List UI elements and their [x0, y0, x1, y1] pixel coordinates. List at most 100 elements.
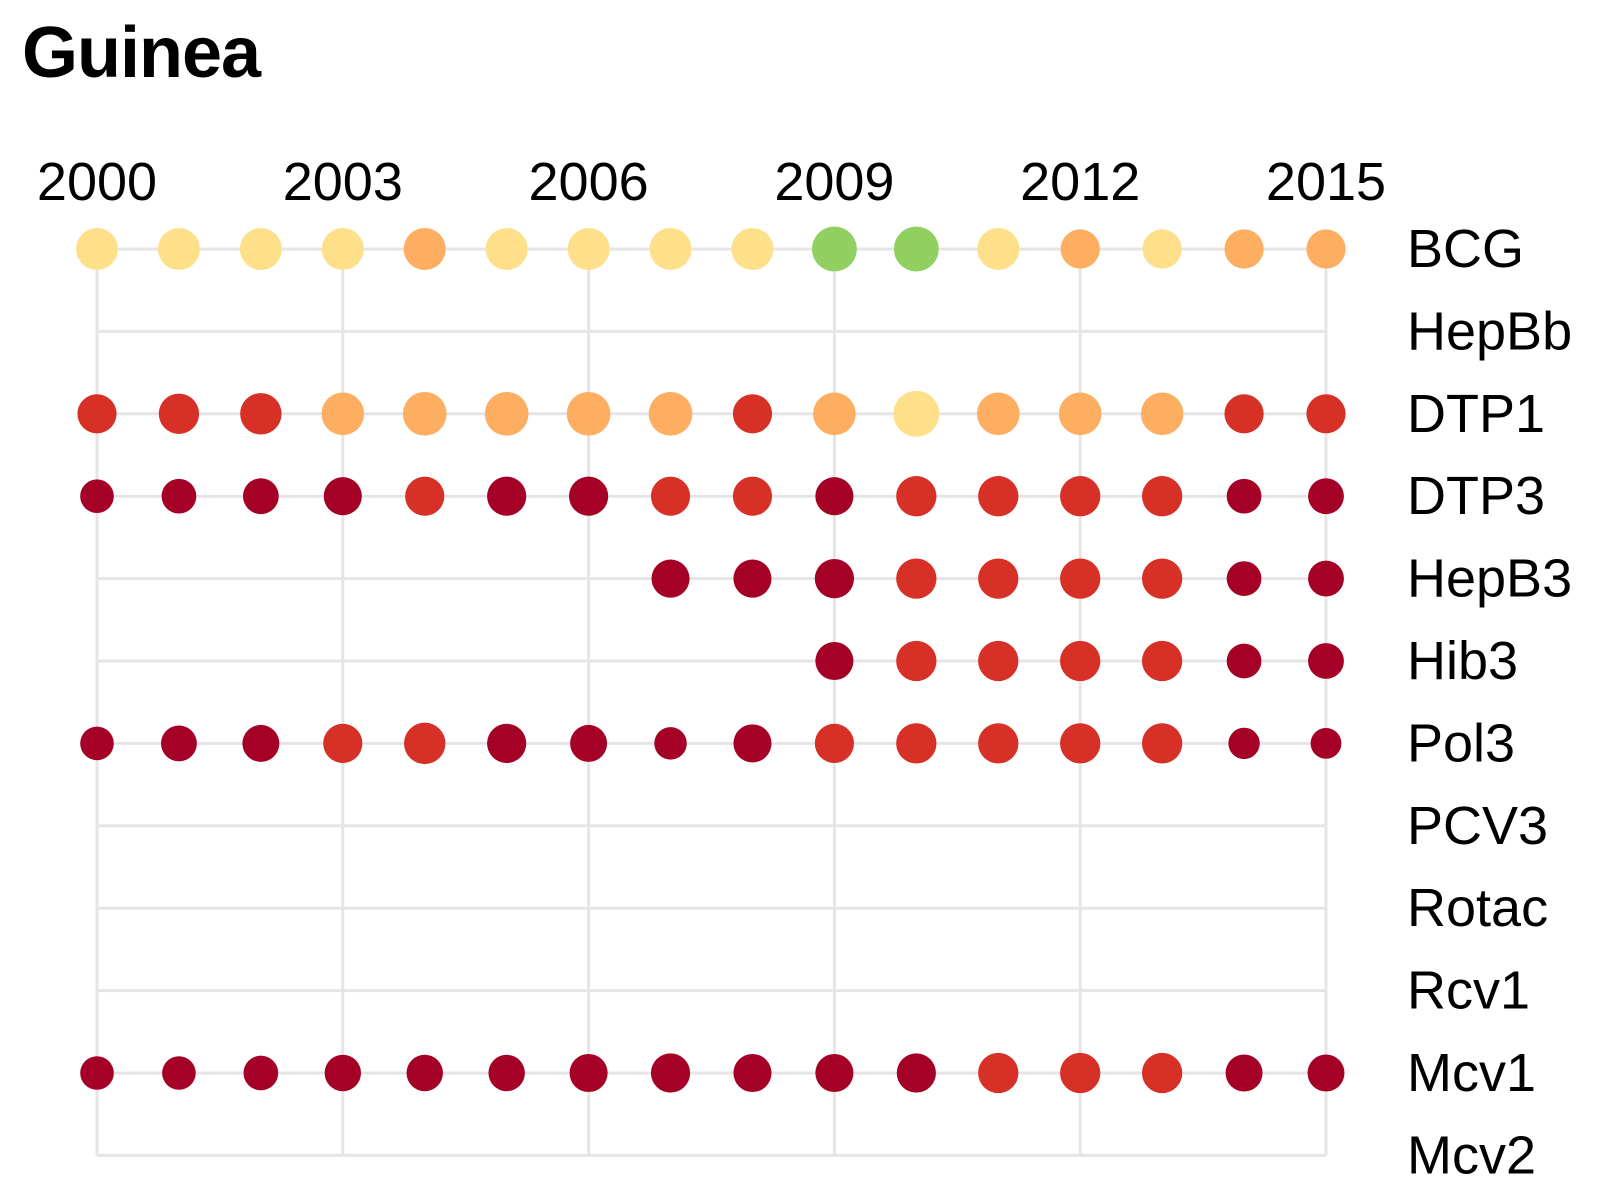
data-point-dtp3-2013: [1141, 476, 1183, 517]
data-point-bcg-2012: [1060, 229, 1100, 269]
data-point-dtp1-2010: [893, 390, 940, 437]
data-point-hib3-2015: [1308, 643, 1344, 679]
data-point-mcv1-2013: [1141, 1052, 1183, 1094]
data-point-dtp1-2011: [976, 392, 1020, 436]
data-point-dtp3-2001: [161, 478, 197, 514]
row-label-pcv3: PCV3: [1407, 796, 1548, 856]
data-point-mcv1-2004: [406, 1054, 443, 1092]
data-point-pol3-2004: [404, 722, 446, 765]
data-point-mcv1-2002: [243, 1055, 279, 1091]
data-point-hepb3-2012: [1060, 558, 1101, 599]
data-point-dtp3-2007: [650, 476, 691, 516]
data-point-mcv1-2005: [488, 1054, 525, 1092]
data-point-hib3-2010: [896, 640, 937, 682]
data-point-mcv1-2015: [1307, 1054, 1345, 1092]
data-point-pol3-2010: [896, 723, 937, 764]
data-point-pol3-2013: [1141, 723, 1183, 764]
data-point-dtp3-2005: [487, 476, 527, 516]
data-point-mcv1-2003: [324, 1054, 361, 1092]
data-point-hepb3-2013: [1141, 558, 1183, 599]
data-point-bcg-2013: [1142, 229, 1182, 269]
data-point-dtp1-2001: [158, 393, 200, 434]
data-point-bcg-2007: [649, 228, 692, 270]
data-point-dtp3-2009: [815, 477, 854, 516]
data-point-dtp1-2013: [1140, 392, 1184, 436]
data-point-bcg-2006: [567, 228, 610, 270]
data-point-dtp3-2008: [732, 476, 773, 516]
data-point-pol3-2014: [1228, 727, 1260, 760]
data-point-hepb3-2008: [733, 559, 772, 598]
data-point-bcg-2011: [977, 228, 1020, 270]
data-point-bcg-2003: [321, 228, 364, 270]
data-point-pol3-2011: [978, 723, 1019, 764]
data-point-pol3-2012: [1060, 723, 1101, 764]
data-point-dtp3-2003: [323, 477, 362, 516]
row-label-dtp3: DTP3: [1407, 466, 1545, 526]
data-point-pol3-2015: [1310, 728, 1342, 759]
data-point-hepb3-2010: [896, 558, 937, 599]
data-point-hepb3-2011: [978, 558, 1019, 599]
row-label-rcv1: Rcv1: [1407, 961, 1530, 1021]
data-point-dtp1-2012: [1058, 392, 1102, 436]
x-tick-label-2015: 2015: [1266, 152, 1386, 212]
data-point-mcv1-2001: [162, 1056, 196, 1090]
x-tick-label-2009: 2009: [774, 152, 894, 212]
data-point-bcg-2001: [157, 228, 200, 270]
data-point-dtp1-2000: [77, 394, 117, 434]
data-point-pol3-2009: [814, 723, 855, 764]
row-label-rotac: Rotac: [1407, 878, 1548, 938]
data-point-hepb3-2007: [651, 559, 690, 598]
data-point-hib3-2014: [1226, 643, 1262, 679]
data-point-bcg-2005: [485, 228, 528, 270]
row-label-mcv1: Mcv1: [1407, 1043, 1536, 1103]
row-label-hepb3: HepB3: [1407, 549, 1572, 609]
data-point-pol3-2006: [570, 724, 608, 762]
grid-lines: [95, 247, 1328, 1157]
y-axis-row-labels: BCG HepBb DTP1 DTP3 HepB3 Hib3 Pol3 PCV3 Rotac Rc…: [1407, 219, 1572, 1185]
x-tick-label-2006: 2006: [529, 152, 649, 212]
data-point-dtp3-2011: [978, 476, 1019, 517]
data-point-dtp1-2008: [732, 394, 773, 434]
data-point-dtp1-2014: [1224, 394, 1264, 434]
data-point-dtp1-2009: [813, 392, 856, 436]
data-point-bcg-2009: [812, 226, 857, 272]
row-label-bcg: BCG: [1407, 219, 1524, 279]
data-point-dtp3-2015: [1308, 478, 1344, 515]
data-point-dtp1-2003: [321, 392, 365, 436]
data-point-bcg-2010: [893, 226, 939, 272]
data-point-mcv1-2012: [1060, 1052, 1101, 1094]
row-label-hib3: Hib3: [1407, 631, 1518, 691]
data-point-pol3-2000: [80, 726, 114, 761]
row-label-dtp1: DTP1: [1407, 384, 1545, 444]
data-point-mcv1-2007: [650, 1053, 691, 1093]
data-point-pol3-2005: [487, 723, 527, 764]
data-point-pol3-2002: [242, 724, 280, 762]
data-point-pol3-2007: [654, 727, 687, 760]
data-point-pol3-2008: [733, 724, 772, 763]
data-point-mcv1-2011: [978, 1052, 1019, 1094]
chart-title: Guinea: [22, 13, 261, 93]
data-point-hib3-2013: [1141, 640, 1183, 682]
data-point-mcv1-2008: [733, 1053, 772, 1093]
data-point-dtp1-2007: [648, 391, 693, 436]
row-label-hepbb: HepBb: [1407, 301, 1572, 361]
row-label-pol3: Pol3: [1407, 713, 1515, 773]
row-label-mcv2: Mcv2: [1407, 1125, 1536, 1185]
data-point-dtp1-2006: [566, 391, 611, 436]
data-point-dtp1-2004: [402, 391, 447, 436]
x-tick-label-2000: 2000: [37, 152, 157, 212]
data-point-mcv1-2010: [896, 1053, 936, 1093]
x-tick-label-2012: 2012: [1020, 152, 1140, 212]
data-point-hepb3-2015: [1308, 560, 1344, 597]
data-point-pol3-2003: [323, 723, 363, 764]
data-point-dtp3-2000: [80, 479, 114, 513]
data-point-bcg-2002: [239, 228, 282, 270]
data-point-mcv1-2009: [815, 1053, 854, 1093]
data-point-hepb3-2009: [814, 559, 855, 599]
data-point-bcg-2014: [1224, 229, 1264, 269]
data-point-hib3-2009: [815, 641, 854, 681]
data-point-bcg-2015: [1306, 229, 1346, 269]
data-point-dtp3-2002: [242, 478, 279, 515]
data-point-bcg-2004: [403, 228, 446, 270]
